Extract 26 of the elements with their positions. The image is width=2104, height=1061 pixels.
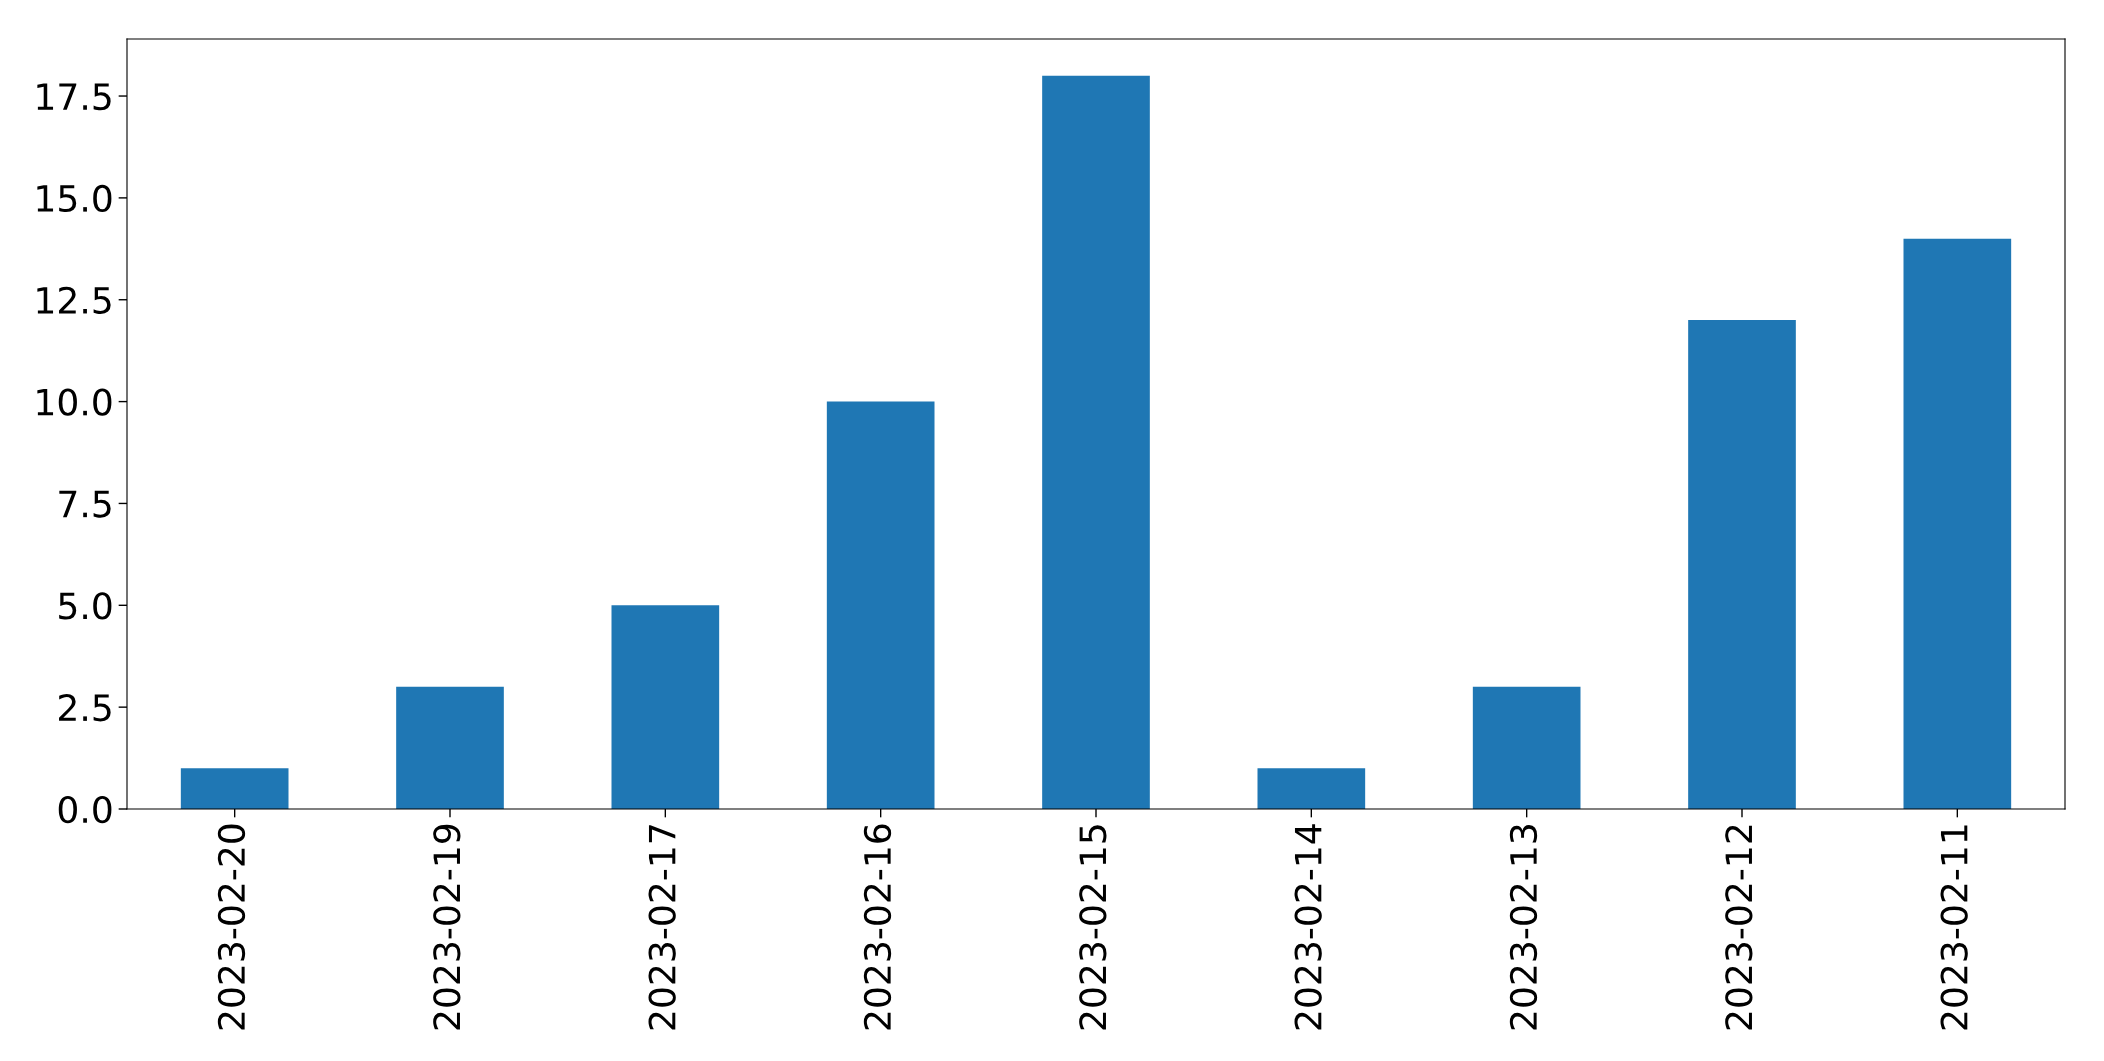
y-tick-label: 5.0 (59, 592, 112, 620)
y-tick-label: 7.5 (59, 490, 111, 518)
x-tick-label: 2023-02-17 (648, 825, 676, 1030)
bar (1042, 75, 1150, 809)
bar (180, 768, 289, 809)
bar (1688, 320, 1796, 809)
y-tick-label: 15.0 (37, 184, 112, 213)
y-tick-label: 17.5 (37, 83, 111, 111)
x-tick-label: 2023-02-19 (433, 824, 461, 1030)
x-tick-label: 2023-02-12 (1725, 825, 1753, 1030)
bar (1257, 768, 1366, 809)
x-tick-label: 2023-02-11 (1940, 825, 1968, 1030)
y-tick-label: 0.0 (58, 795, 112, 824)
bar (826, 401, 935, 809)
x-tick-label: 2023-02-15 (1079, 825, 1107, 1030)
y-tick-label: 12.5 (37, 286, 111, 314)
x-tick-label: 2023-02-20 (217, 824, 246, 1030)
x-tick-label: 2023-02-16 (863, 824, 892, 1030)
y-tick-label: 10.0 (37, 388, 112, 416)
bar (1903, 238, 2012, 809)
bar (396, 686, 504, 809)
bar (1472, 686, 1581, 809)
bar (611, 605, 720, 809)
x-tick-label: 2023-02-13 (1509, 825, 1538, 1030)
x-tick-label: 2023-02-14 (1294, 824, 1322, 1030)
y-tick-label: 2.5 (59, 694, 111, 722)
